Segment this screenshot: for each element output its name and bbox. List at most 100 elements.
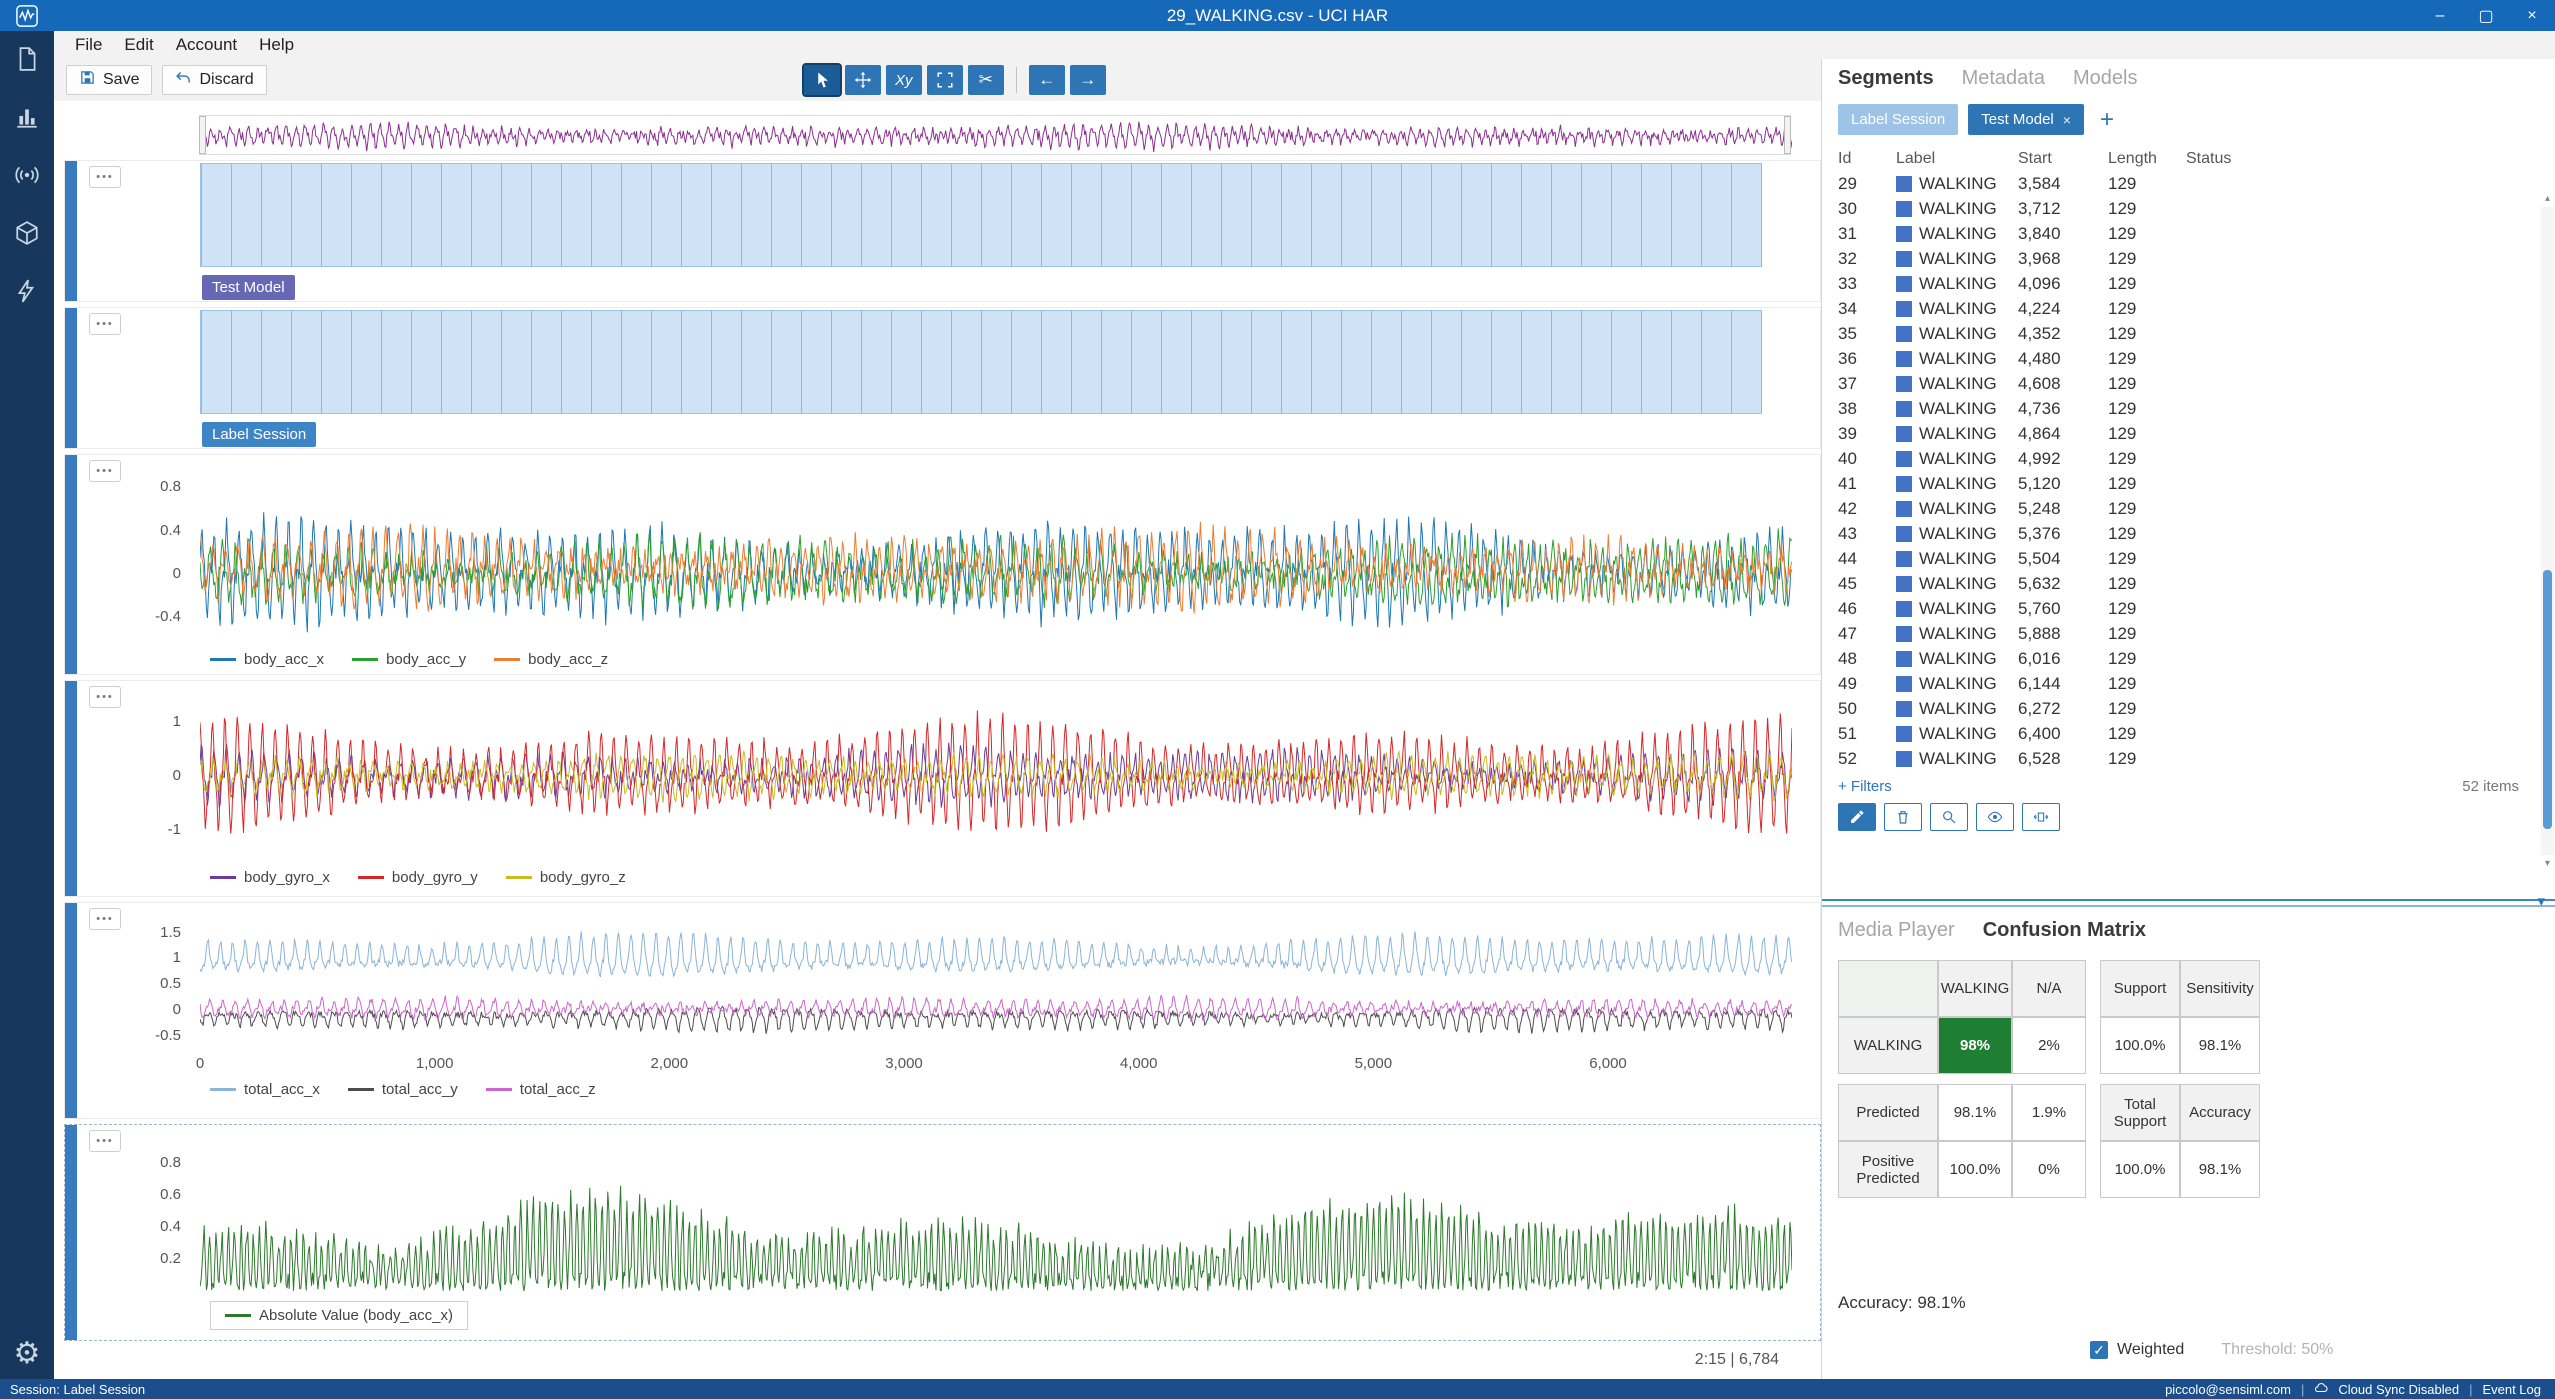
table-row[interactable]: 45 WALKING 5,632 129	[1838, 571, 2539, 596]
lightning-icon[interactable]	[11, 275, 43, 307]
fit-tool[interactable]	[926, 65, 963, 95]
tab-metadata[interactable]: Metadata	[1961, 67, 2045, 89]
body_gyro-plot[interactable]	[200, 695, 1792, 857]
table-row[interactable]: 39 WALKING 4,864 129	[1838, 421, 2539, 446]
table-row[interactable]: 51 WALKING 6,400 129	[1838, 721, 2539, 746]
track-menu-button[interactable]: •••	[89, 166, 121, 188]
overview-left-handle[interactable]	[199, 116, 206, 154]
segment-band[interactable]	[200, 163, 1762, 267]
pan-tool[interactable]	[844, 65, 881, 95]
abs_body_acc_x-plot[interactable]	[200, 1139, 1792, 1291]
track-menu-button[interactable]: •••	[89, 1130, 121, 1152]
back-tool[interactable]: ←	[1028, 65, 1065, 95]
session-chip-label-session[interactable]: Label Session	[1838, 104, 1959, 135]
menu-file[interactable]: File	[75, 35, 103, 54]
minimize-button[interactable]: –	[2435, 6, 2445, 24]
legend-item[interactable]: total_acc_y	[347, 1081, 458, 1098]
table-row[interactable]: 32 WALKING 3,968 129	[1838, 246, 2539, 271]
weighted-checkbox[interactable]: ✓	[2090, 1341, 2108, 1359]
table-row[interactable]: 43 WALKING 5,376 129	[1838, 521, 2539, 546]
filters-link[interactable]: + Filters	[1838, 778, 1892, 795]
tab-media-player[interactable]: Media Player	[1838, 919, 1955, 941]
signal-icon[interactable]	[11, 159, 43, 191]
close-button[interactable]: ×	[2527, 6, 2537, 24]
scrollbar-thumb[interactable]	[2543, 569, 2552, 830]
xy-tool[interactable]: Xy	[885, 65, 922, 95]
tab-confusion-matrix[interactable]: Confusion Matrix	[1982, 919, 2147, 941]
table-row[interactable]: 50 WALKING 6,272 129	[1838, 696, 2539, 721]
table-row[interactable]: 35 WALKING 4,352 129	[1838, 321, 2539, 346]
track-gutter[interactable]	[65, 1125, 77, 1340]
cut-tool[interactable]: ✂	[967, 65, 1004, 95]
file-overview-strip[interactable]	[199, 115, 1792, 155]
forward-tool[interactable]: →	[1069, 65, 1106, 95]
table-row[interactable]: 42 WALKING 5,248 129	[1838, 496, 2539, 521]
tab-models[interactable]: Models	[2072, 67, 2138, 89]
table-row[interactable]: 52 WALKING 6,528 129	[1838, 746, 2539, 771]
scroll-down-icon[interactable]: ▾	[2544, 858, 2551, 869]
segments-scrollbar[interactable]: ▴ ▾	[2541, 193, 2554, 869]
add-session-button[interactable]: +	[2094, 107, 2120, 132]
session-chip-test-model[interactable]: Test Model ×	[1968, 104, 2084, 135]
maximize-button[interactable]: ▢	[2478, 7, 2494, 25]
select-tool[interactable]	[801, 63, 842, 97]
expand-segment-button[interactable]	[2022, 803, 2060, 831]
legend-item[interactable]: body_acc_z	[494, 651, 608, 668]
table-row[interactable]: 47 WALKING 5,888 129	[1838, 621, 2539, 646]
close-chip-icon[interactable]: ×	[2062, 111, 2071, 128]
tab-segments[interactable]: Segments	[1838, 67, 1934, 89]
edit-segment-button[interactable]	[1838, 803, 1876, 831]
table-row[interactable]: 37 WALKING 4,608 129	[1838, 371, 2539, 396]
zoom-to-segment-button[interactable]	[1930, 803, 1968, 831]
column-header-label[interactable]: Label	[1896, 150, 1936, 167]
legend-item[interactable]: body_acc_y	[352, 651, 466, 668]
track-label-chip[interactable]: Test Model	[202, 275, 295, 300]
scroll-up-icon[interactable]: ▴	[2544, 193, 2551, 204]
track-gutter[interactable]	[65, 903, 77, 1118]
track-gutter[interactable]	[65, 161, 77, 301]
table-row[interactable]: 36 WALKING 4,480 129	[1838, 346, 2539, 371]
column-header-status[interactable]: Status	[2186, 150, 2232, 167]
table-row[interactable]: 49 WALKING 6,144 129	[1838, 671, 2539, 696]
legend-item[interactable]: total_acc_z	[485, 1081, 596, 1098]
segment-band[interactable]	[200, 310, 1762, 414]
gear-icon[interactable]: ⚙	[13, 1337, 41, 1370]
file-icon[interactable]	[11, 43, 43, 75]
body_acc-plot[interactable]	[200, 469, 1792, 641]
legend-item[interactable]: body_gyro_z	[505, 869, 626, 886]
menu-account[interactable]: Account	[175, 35, 238, 54]
column-header-length[interactable]: Length	[2108, 150, 2157, 167]
discard-button[interactable]: Discard	[162, 65, 267, 95]
table-row[interactable]: 29 WALKING 3,584 129	[1838, 171, 2539, 196]
cube-icon[interactable]	[11, 217, 43, 249]
table-row[interactable]: 33 WALKING 4,096 129	[1838, 271, 2539, 296]
collapse-panel-icon[interactable]: ▾	[2537, 893, 2545, 910]
panel-splitter[interactable]: ▾	[1822, 894, 2555, 909]
table-row[interactable]: 41 WALKING 5,120 129	[1838, 471, 2539, 496]
save-button[interactable]: Save	[66, 65, 153, 95]
track-menu-button[interactable]: •••	[89, 460, 121, 482]
table-row[interactable]: 38 WALKING 4,736 129	[1838, 396, 2539, 421]
track-menu-button[interactable]: •••	[89, 908, 121, 930]
track-gutter[interactable]	[65, 308, 77, 448]
bar-chart-icon[interactable]	[11, 101, 43, 133]
table-row[interactable]: 48 WALKING 6,016 129	[1838, 646, 2539, 671]
total_acc-plot[interactable]	[200, 917, 1792, 1049]
table-row[interactable]: 34 WALKING 4,224 129	[1838, 296, 2539, 321]
delete-segment-button[interactable]	[1884, 803, 1922, 831]
track-label-chip[interactable]: Label Session	[202, 422, 317, 447]
legend-item[interactable]: body_acc_x	[210, 651, 324, 668]
event-log-link[interactable]: Event Log	[2482, 1381, 2541, 1397]
overview-right-handle[interactable]	[1784, 116, 1791, 154]
legend-item[interactable]: body_gyro_y	[357, 869, 478, 886]
table-row[interactable]: 31 WALKING 3,840 129	[1838, 221, 2539, 246]
track-menu-button[interactable]: •••	[89, 313, 121, 335]
column-header-id[interactable]: Id	[1838, 150, 1852, 167]
table-row[interactable]: 46 WALKING 5,760 129	[1838, 596, 2539, 621]
table-row[interactable]: 30 WALKING 3,712 129	[1838, 196, 2539, 221]
toggle-segment-visibility-button[interactable]	[1976, 803, 2014, 831]
table-row[interactable]: 40 WALKING 4,992 129	[1838, 446, 2539, 471]
track-gutter[interactable]	[65, 681, 77, 896]
menu-help[interactable]: Help	[259, 35, 295, 54]
legend-item[interactable]: total_acc_x	[210, 1081, 320, 1098]
